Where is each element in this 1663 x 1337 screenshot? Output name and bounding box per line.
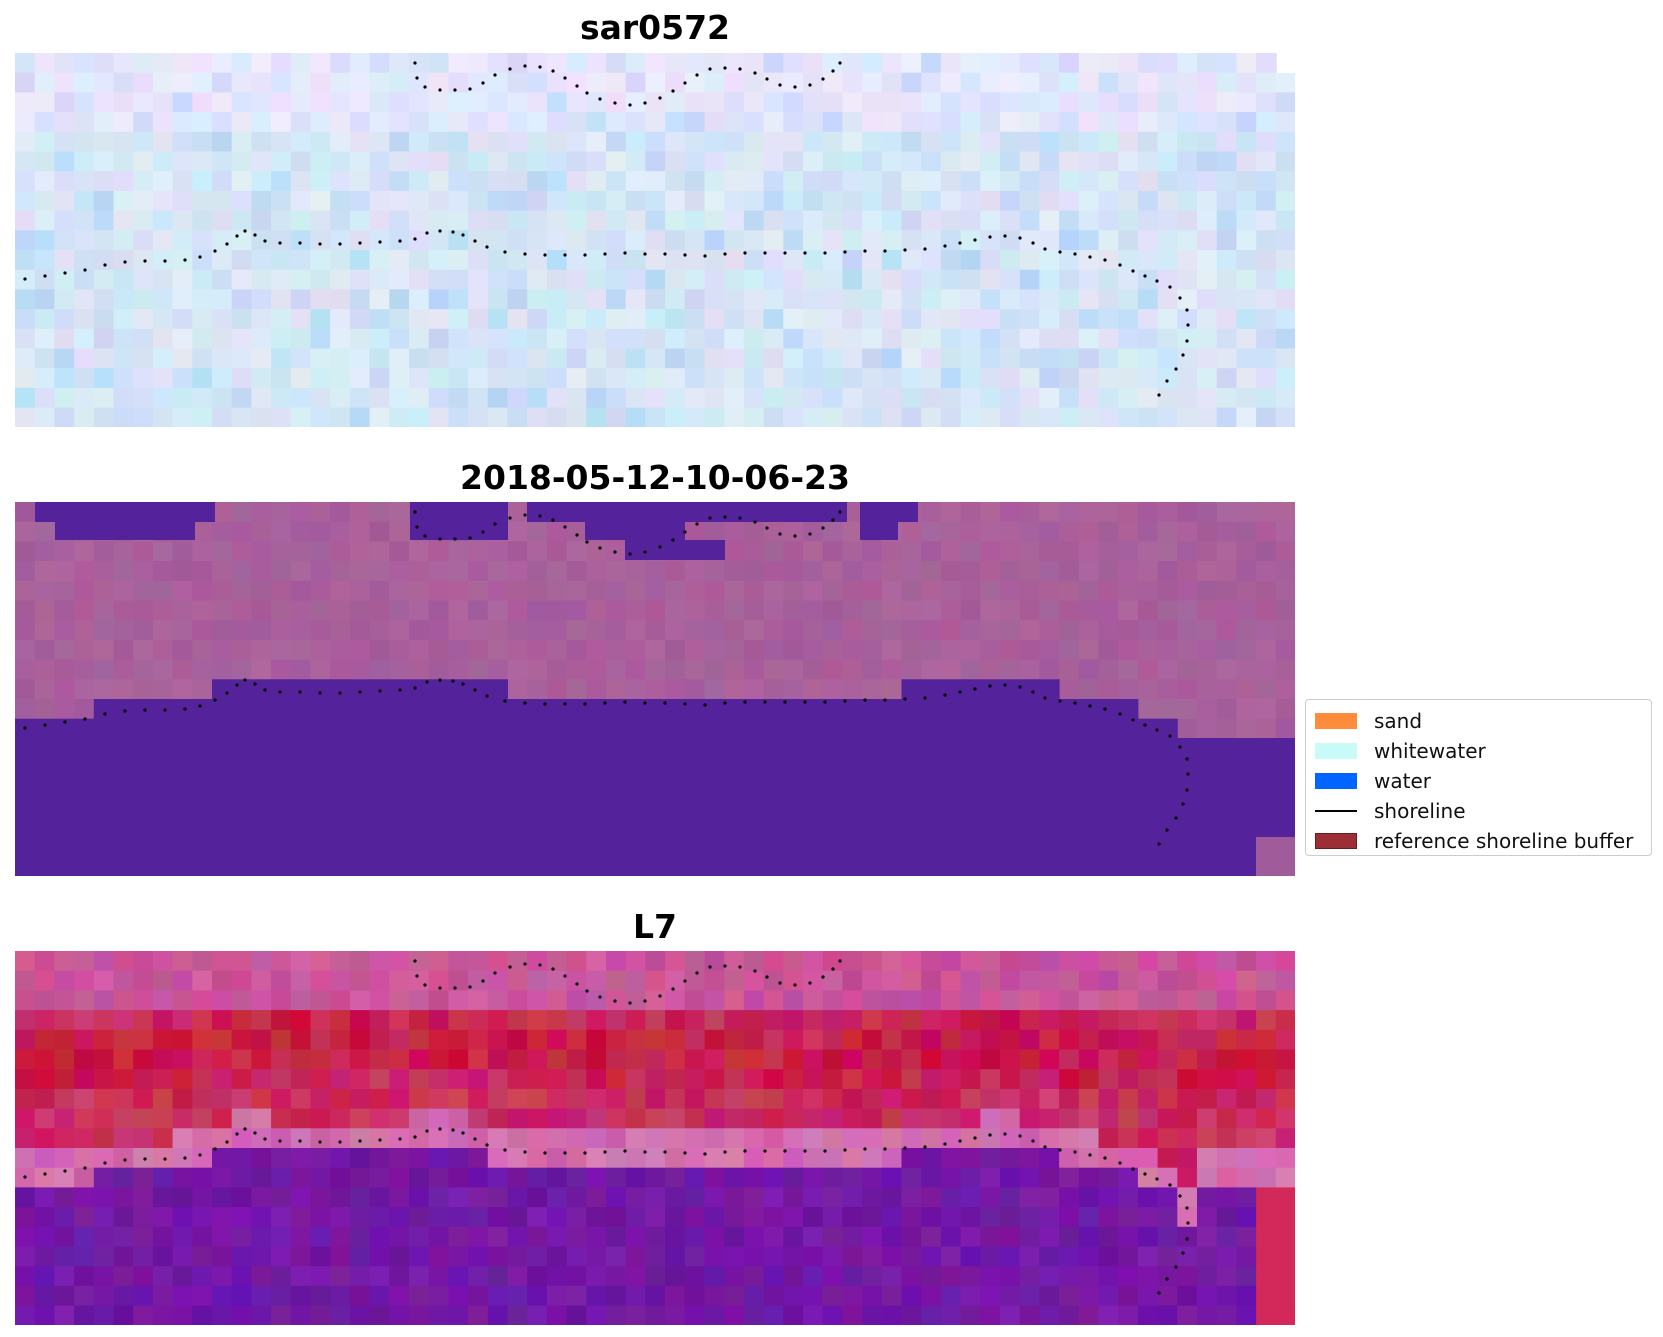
legend-label-whitewater: whitewater bbox=[1374, 739, 1486, 763]
panel-title-sar: sar0572 bbox=[579, 8, 731, 47]
classified-image bbox=[15, 502, 1295, 876]
legend-item-reference-buffer: reference shoreline buffer bbox=[1315, 826, 1651, 856]
legend-item-water: water bbox=[1315, 766, 1651, 796]
shoreline-line-sample bbox=[1315, 810, 1357, 812]
water-swatch bbox=[1315, 773, 1357, 789]
whitewater-swatch bbox=[1315, 743, 1357, 759]
legend-item-whitewater: whitewater bbox=[1315, 736, 1651, 766]
legend-item-shoreline: shoreline bbox=[1315, 796, 1651, 826]
panel-title-l7: L7 bbox=[633, 907, 677, 946]
sar-image bbox=[15, 53, 1295, 427]
legend-label-reference-buffer: reference shoreline buffer bbox=[1374, 829, 1634, 853]
l7-image bbox=[15, 951, 1295, 1325]
panel-title-date: 2018-05-12-10-06-23 bbox=[460, 458, 850, 497]
legend-item-sand: sand bbox=[1315, 706, 1651, 736]
legend-label-shoreline: shoreline bbox=[1374, 799, 1466, 823]
reference-buffer-swatch bbox=[1315, 833, 1357, 849]
legend-label-sand: sand bbox=[1374, 709, 1423, 733]
legend: sand whitewater water shoreline referenc… bbox=[1305, 699, 1652, 856]
legend-label-water: water bbox=[1374, 769, 1431, 793]
sand-swatch bbox=[1315, 713, 1357, 729]
